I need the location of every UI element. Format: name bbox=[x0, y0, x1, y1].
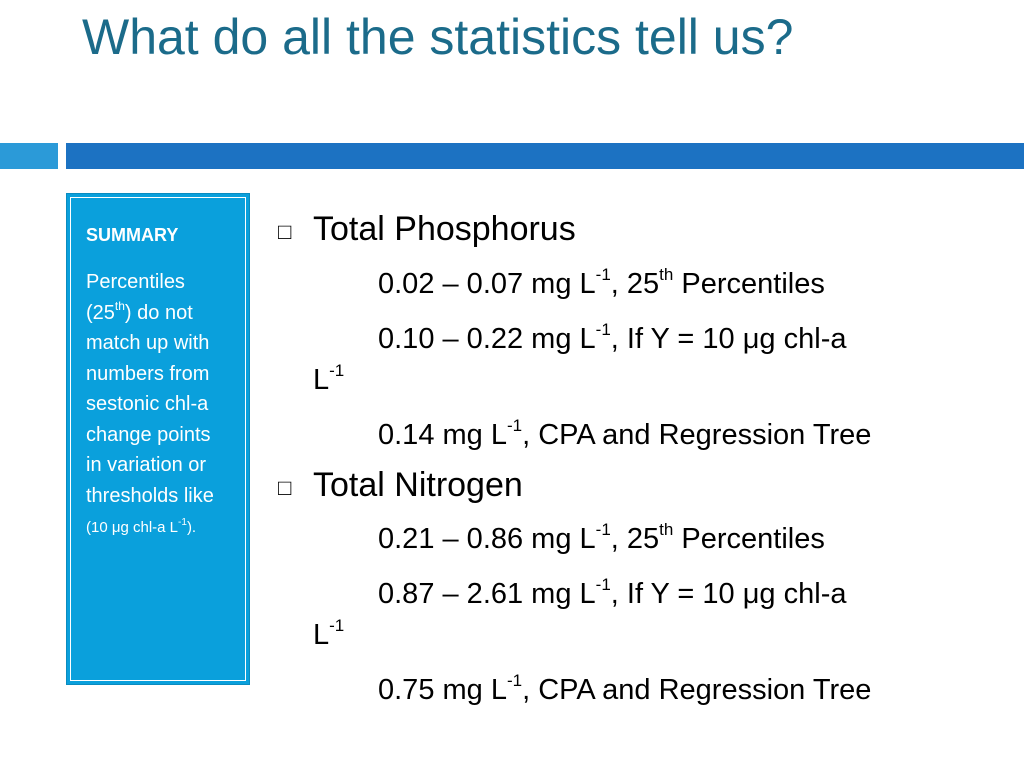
nitrogen-line-3: 0.75 mg L-1, CPA and Regression Tree bbox=[378, 671, 872, 706]
summary-sidebar-frame: SUMMARY Percentiles (25th) do not match … bbox=[70, 197, 246, 681]
superscript: -1 bbox=[329, 361, 345, 380]
small-text: ). bbox=[186, 519, 197, 536]
superscript: -1 bbox=[329, 616, 345, 635]
superscript: -1 bbox=[595, 265, 611, 284]
superscript: -1 bbox=[178, 517, 187, 528]
nitrogen-line-2: 0.87 – 2.61 mg L-1, If Y = 10 μg chl-a bbox=[378, 575, 847, 610]
superscript: -1 bbox=[506, 416, 523, 435]
phosphorus-line-2-continued: L-1 bbox=[313, 361, 345, 396]
summary-body: Percentiles (25th) do not match up with … bbox=[86, 271, 214, 536]
small-text: (10 μg chl-a L bbox=[86, 519, 179, 536]
superscript: th bbox=[659, 265, 674, 284]
superscript: -1 bbox=[595, 320, 611, 339]
summary-heading: SUMMARY bbox=[86, 225, 179, 245]
nitrogen-line-2-continued: L-1 bbox=[313, 616, 345, 651]
title-divider-right bbox=[66, 143, 1024, 169]
summary-sidebar: SUMMARY Percentiles (25th) do not match … bbox=[66, 193, 250, 685]
bullet-heading-phosphorus: Total Phosphorus bbox=[313, 210, 576, 248]
slide-title: What do all the statistics tell us? bbox=[82, 9, 794, 65]
superscript: th bbox=[114, 298, 125, 313]
superscript: -1 bbox=[595, 520, 611, 539]
superscript: th bbox=[659, 520, 674, 539]
phosphorus-line-3: 0.14 mg L-1, CPA and Regression Tree bbox=[378, 416, 872, 451]
nitrogen-line-1: 0.21 – 0.86 mg L-1, 25th Percentiles bbox=[378, 520, 825, 555]
bullet-marker: □ bbox=[278, 475, 292, 500]
phosphorus-line-1: 0.02 – 0.07 mg L-1, 25th Percentiles bbox=[378, 265, 825, 300]
bullet-marker: □ bbox=[278, 219, 292, 244]
bullet-heading-nitrogen: Total Nitrogen bbox=[313, 466, 523, 504]
superscript: -1 bbox=[506, 671, 523, 690]
superscript: -1 bbox=[595, 575, 611, 594]
phosphorus-line-2: 0.10 – 0.22 mg L-1, If Y = 10 μg chl-a bbox=[378, 320, 847, 355]
title-divider-left bbox=[0, 143, 58, 169]
small-text: -1 bbox=[178, 517, 187, 536]
